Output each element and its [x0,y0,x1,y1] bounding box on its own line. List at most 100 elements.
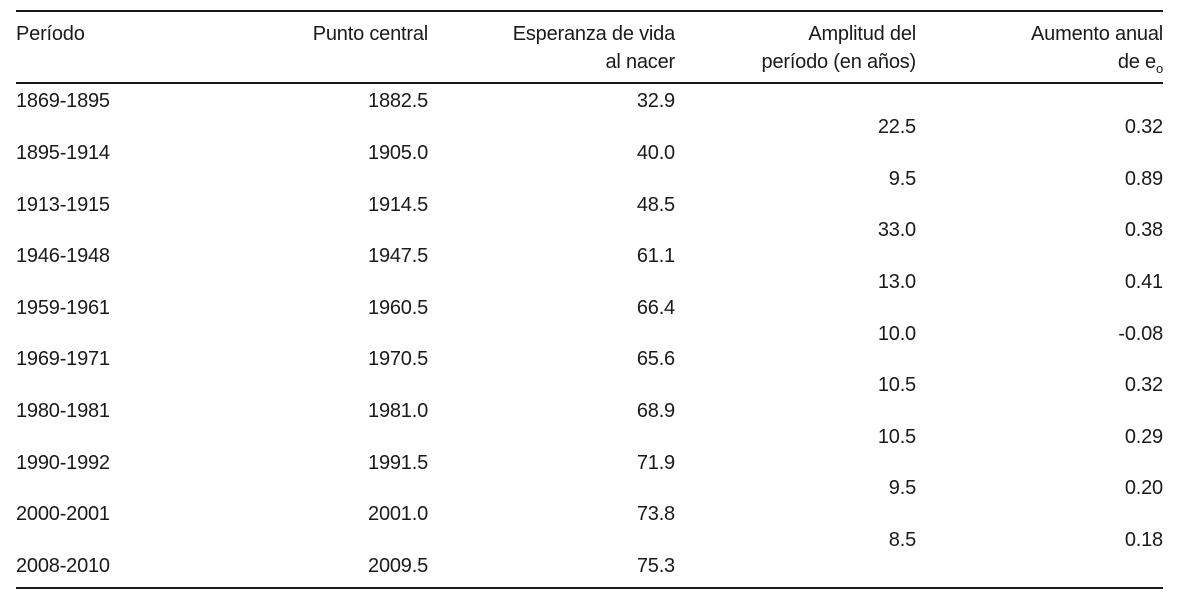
empty-cell [675,399,916,425]
annual-increase-cell: 0.32 [1124,116,1163,139]
empty-cell [675,141,916,167]
central-point-cell: 1960.5 [368,296,428,319]
amplitude-cell: 9.5 [888,167,916,190]
empty-cell [428,476,675,502]
annual-increase-cell: 0.20 [1124,477,1163,500]
annual-increase-cell: 0.32 [1124,374,1163,397]
empty-cell [428,528,675,554]
interval-row: 10.5 0.32 [16,373,1163,399]
life-expectancy-cell: 61.1 [636,245,675,268]
empty-cell [675,244,916,270]
annual-increase-cell: -0.08 [1118,322,1163,345]
empty-cell [186,321,428,347]
annual-increase-cell: 0.29 [1124,425,1163,448]
empty-cell [675,83,916,115]
empty-cell [186,476,428,502]
life-expectancy-cell: 73.8 [636,503,675,526]
col-header-annual-increase: Aumento anual de eo [916,11,1163,84]
empty-cell [16,270,186,296]
period-row: 1946-1948 1947.5 61.1 [16,244,1163,270]
empty-cell [916,502,1163,528]
header-line: al nacer [605,51,675,73]
empty-cell [916,450,1163,476]
period-row: 1959-1961 1960.5 66.4 [16,295,1163,321]
period-row: 2000-2001 2001.0 73.8 [16,502,1163,528]
interval-row: 10.5 0.29 [16,424,1163,450]
empty-cell [186,270,428,296]
empty-cell [428,321,675,347]
amplitude-cell: 10.5 [877,425,916,448]
empty-cell [186,218,428,244]
empty-cell [16,321,186,347]
interval-row: 33.0 0.38 [16,218,1163,244]
table-body: 1869-1895 1882.5 32.9 22.5 0.32 1895-1914 1905… [16,83,1163,588]
col-header-amplitude: Amplitud del período (en años) [675,11,917,84]
e0-subscript: o [1155,61,1163,76]
life-expectancy-cell: 75.3 [636,554,675,577]
table-header: Período Punto central Esperanza de vida … [16,11,1163,84]
annual-increase-cell: 0.41 [1124,270,1163,293]
empty-cell [916,192,1163,218]
life-expectancy-cell: 66.4 [636,296,675,319]
central-point-cell: 1905.0 [368,141,428,164]
interval-row: 10.0 -0.08 [16,321,1163,347]
life-expectancy-cell: 65.6 [636,348,675,371]
period-cell: 1895-1914 [16,141,110,164]
col-header-central-point: Punto central [186,11,428,84]
empty-cell [675,502,916,528]
empty-cell [16,424,186,450]
amplitude-cell: 10.0 [877,322,916,345]
annual-increase-cell: 0.38 [1124,219,1163,242]
header-line: Amplitud del [808,23,916,45]
life-expectancy-cell: 68.9 [636,399,675,422]
empty-cell [428,373,675,399]
period-row: 2008-2010 2009.5 75.3 [16,553,1163,588]
amplitude-cell: 10.5 [877,374,916,397]
empty-cell [675,295,916,321]
empty-cell [916,141,1163,167]
header-line: Aumento anual [1031,23,1163,45]
empty-cell [186,166,428,192]
life-expectancy-table-wrap: Período Punto central Esperanza de vida … [16,10,1163,590]
period-row: 1913-1915 1914.5 48.5 [16,192,1163,218]
annual-increase-cell: 0.89 [1124,167,1163,190]
empty-cell [675,192,916,218]
life-expectancy-cell: 40.0 [636,141,675,164]
empty-cell [916,553,1163,588]
col-header-period: Período [16,11,186,84]
period-cell: 1913-1915 [16,193,110,216]
header-line: período (en años) [761,51,917,73]
amplitude-cell: 13.0 [877,270,916,293]
central-point-cell: 1947.5 [368,245,428,268]
empty-cell [186,115,428,141]
central-point-cell: 1981.0 [368,399,428,422]
header-line: Punto central [312,23,428,45]
amplitude-cell: 9.5 [888,477,916,500]
period-cell: 2000-2001 [16,503,110,526]
empty-cell [428,218,675,244]
empty-cell [428,270,675,296]
central-point-cell: 1882.5 [368,90,428,113]
header-line-text: de e [1117,51,1156,73]
empty-cell [428,424,675,450]
empty-cell [675,450,916,476]
empty-cell [16,476,186,502]
period-row: 1980-1981 1981.0 68.9 [16,399,1163,425]
interval-row: 9.5 0.89 [16,166,1163,192]
amplitude-cell: 33.0 [877,219,916,242]
period-row: 1969-1971 1970.5 65.6 [16,347,1163,373]
empty-cell [16,115,186,141]
period-cell: 1946-1948 [16,245,110,268]
empty-cell [186,424,428,450]
interval-row: 9.5 0.20 [16,476,1163,502]
period-row: 1990-1992 1991.5 71.9 [16,450,1163,476]
col-header-life-expectancy: Esperanza de vida al nacer [428,11,675,84]
period-cell: 1959-1961 [16,296,110,319]
header-line: Período [16,23,85,45]
empty-cell [916,347,1163,373]
empty-cell [428,166,675,192]
life-expectancy-cell: 48.5 [636,193,675,216]
header-line: de eo [916,48,1163,76]
empty-cell [428,115,675,141]
period-cell: 1969-1971 [16,348,110,371]
